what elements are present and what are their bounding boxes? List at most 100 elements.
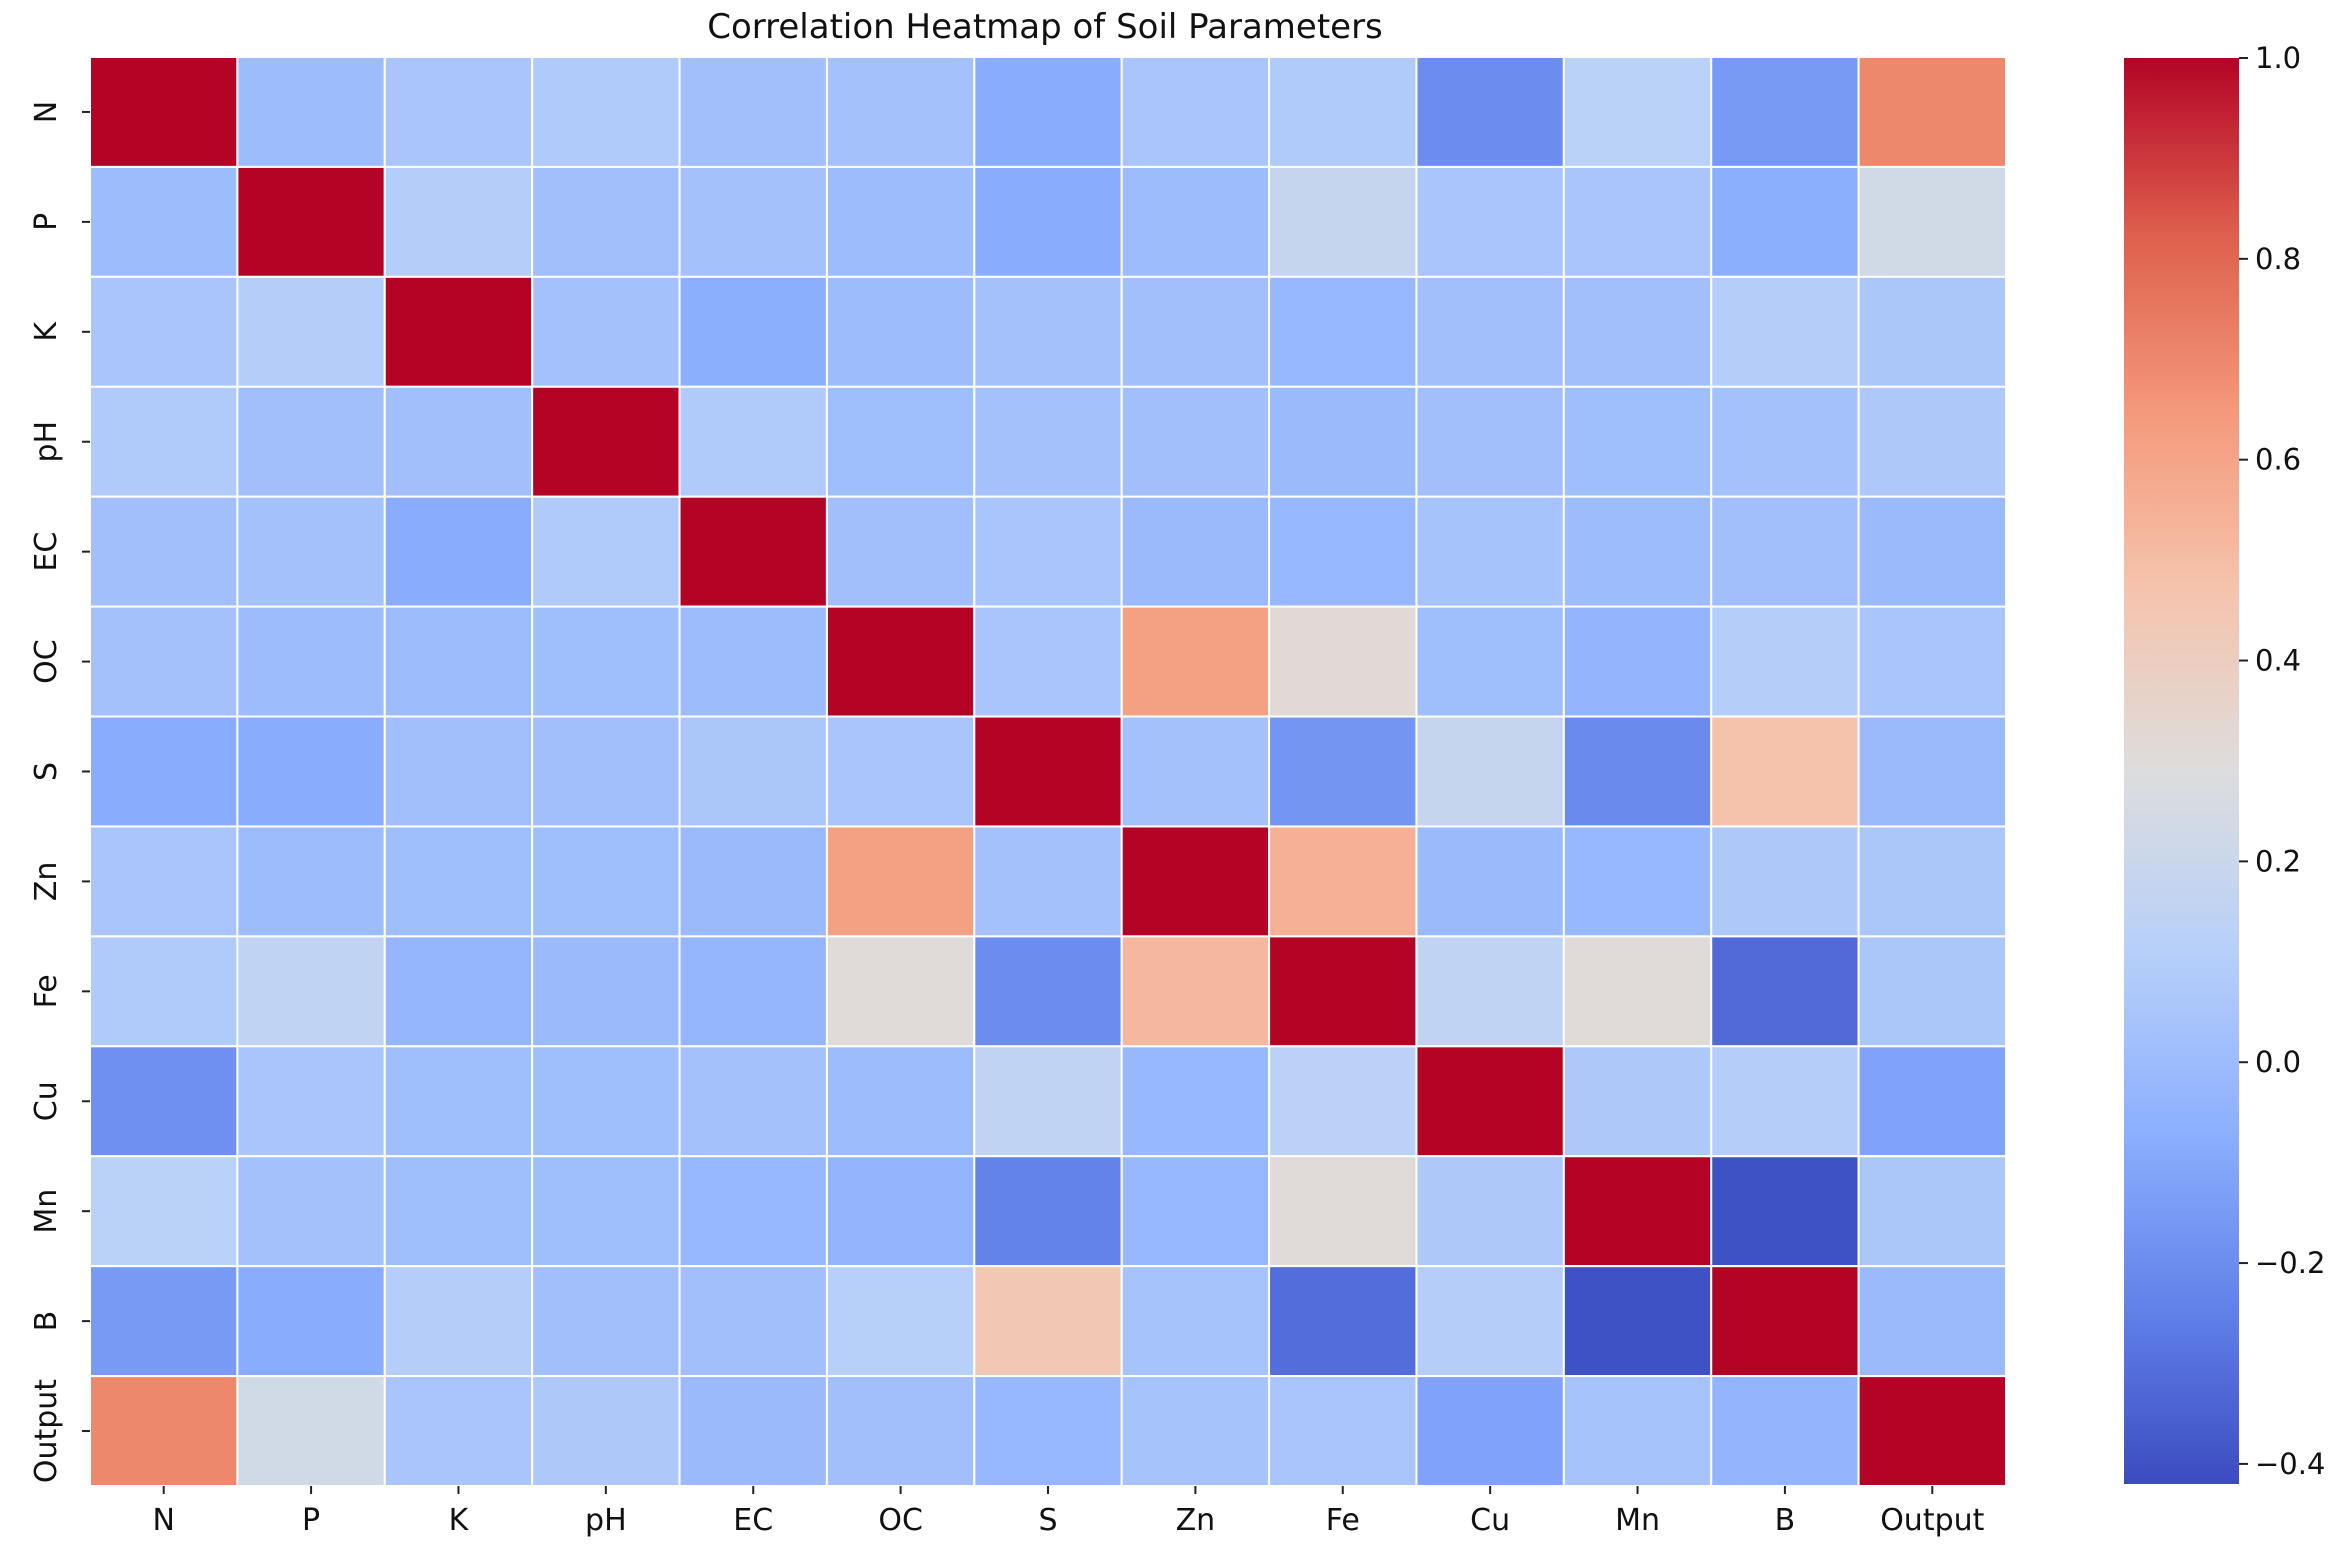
heatmap-cell-Output-Mn <box>1562 1375 1713 1487</box>
colorbar-ticks: 1.0 0.8 0.6 0.4 0.2 0.0 −0.2 −0.4 <box>2239 41 2325 1481</box>
x-tick-label: Mn <box>1615 1503 1660 1538</box>
heatmap-cell-B-Mn <box>1562 1265 1713 1378</box>
heatmap-cell-K-Mn <box>1562 275 1713 388</box>
heatmap-cell-Cu-pH <box>531 1045 681 1158</box>
heatmap-cell-OC-P <box>236 605 386 718</box>
heatmap-cell-Mn-Mn <box>1562 1155 1713 1268</box>
heatmap-cell-Cu-S <box>973 1045 1123 1158</box>
heatmap-cell-B-OC <box>825 1265 976 1378</box>
heatmap-cell-S-K <box>383 715 534 828</box>
heatmap-cell-Mn-B <box>1710 1155 1860 1268</box>
heatmap-cell-Fe-S <box>973 935 1123 1048</box>
heatmap-cell-Mn-EC <box>678 1155 828 1268</box>
x-tick-label: P <box>302 1503 320 1538</box>
colorbar-tick-label: 1.0 <box>2255 41 2301 75</box>
y-tick-label: Zn <box>29 862 64 902</box>
heatmap-cell-Output-Fe <box>1268 1375 1418 1487</box>
heatmap-cell-N-OC <box>825 56 976 168</box>
heatmap-cell-K-OC <box>825 275 976 388</box>
heatmap-cell-Fe-N <box>89 935 239 1048</box>
x-tick-label: K <box>449 1503 470 1538</box>
heatmap-cell-N-Cu <box>1415 56 1565 168</box>
heatmap-cell-Zn-OC <box>825 825 976 938</box>
heatmap-cell-B-Cu <box>1415 1265 1565 1378</box>
heatmap-cell-Output-OC <box>825 1375 976 1487</box>
y-tick-label: EC <box>29 532 64 572</box>
heatmap-cell-pH-Mn <box>1562 385 1713 498</box>
heatmap-cell-Fe-Mn <box>1562 935 1713 1048</box>
heatmap-cell-P-OC <box>825 165 976 278</box>
y-tick-label: S <box>29 762 64 781</box>
heatmap-cell-Cu-B <box>1710 1045 1860 1158</box>
heatmap-cell-B-K <box>383 1265 534 1378</box>
heatmap-cell-pH-Zn <box>1120 385 1271 498</box>
y-tick-label: OC <box>29 639 64 684</box>
heatmap-cell-Fe-OC <box>825 935 976 1048</box>
heatmap-cell-Cu-Zn <box>1120 1045 1271 1158</box>
heatmap-cell-Fe-Fe <box>1268 935 1418 1048</box>
heatmap-cell-P-Mn <box>1562 165 1713 278</box>
heatmap-cell-S-Zn <box>1120 715 1271 828</box>
heatmap-cell-S-S <box>973 715 1123 828</box>
heatmap-cell-pH-Output <box>1857 385 2007 498</box>
heatmap-cell-Cu-Fe <box>1268 1045 1418 1158</box>
heatmap-cell-Zn-B <box>1710 825 1860 938</box>
heatmap-cell-pH-N <box>89 385 239 498</box>
heatmap-cell-Mn-S <box>973 1155 1123 1268</box>
heatmap-cell-P-N <box>89 165 239 278</box>
x-tick-label: Zn <box>1176 1503 1216 1538</box>
heatmap-cell-Zn-Cu <box>1415 825 1565 938</box>
heatmap-cell-Zn-N <box>89 825 239 938</box>
heatmap-cell-S-Fe <box>1268 715 1418 828</box>
heatmap-cell-S-P <box>236 715 386 828</box>
heatmap-cell-EC-S <box>973 495 1123 608</box>
heatmap-cell-K-N <box>89 275 239 388</box>
heatmap-cell-B-N <box>89 1265 239 1378</box>
heatmap-cell-N-pH <box>531 56 681 168</box>
heatmap-cell-N-Zn <box>1120 56 1271 168</box>
heatmap-cell-OC-Mn <box>1562 605 1713 718</box>
heatmap-cell-OC-Cu <box>1415 605 1565 718</box>
heatmap-cell-K-EC <box>678 275 828 388</box>
heatmap-cell-Cu-P <box>236 1045 386 1158</box>
heatmap-cell-pH-P <box>236 385 386 498</box>
colorbar <box>2124 58 2239 1484</box>
heatmap-cell-Output-Output <box>1857 1375 2007 1487</box>
heatmap-cell-N-Output <box>1857 56 2007 168</box>
heatmap-cell-B-B <box>1710 1265 1860 1378</box>
x-tick-label: EC <box>733 1503 773 1538</box>
heatmap-cell-B-Fe <box>1268 1265 1418 1378</box>
heatmap-cell-pH-S <box>973 385 1123 498</box>
y-tick-label: Output <box>29 1379 64 1483</box>
x-tick-label: S <box>1038 1503 1057 1538</box>
heatmap-cell-Output-P <box>236 1375 386 1487</box>
heatmap-cell-OC-EC <box>678 605 828 718</box>
heatmap-cell-EC-N <box>89 495 239 608</box>
heatmap-cell-S-N <box>89 715 239 828</box>
heatmap-cell-Cu-Output <box>1857 1045 2007 1158</box>
heatmap-cell-Mn-K <box>383 1155 534 1268</box>
heatmap-cell-Zn-S <box>973 825 1123 938</box>
heatmap-cell-P-Zn <box>1120 165 1271 278</box>
heatmap-cell-P-S <box>973 165 1123 278</box>
heatmap-cell-Fe-pH <box>531 935 681 1048</box>
colorbar-tick-label: 0.8 <box>2255 242 2301 276</box>
x-tick-label: Fe <box>1326 1503 1360 1538</box>
heatmap-cell-Output-B <box>1710 1375 1860 1487</box>
heatmap-cell-Zn-P <box>236 825 386 938</box>
heatmap-cell-OC-Output <box>1857 605 2007 718</box>
heatmap-cell-EC-EC <box>678 495 828 608</box>
heatmap-cell-Fe-Output <box>1857 935 2007 1048</box>
heatmap-cell-P-EC <box>678 165 828 278</box>
heatmap-cell-Mn-Output <box>1857 1155 2007 1268</box>
heatmap-cell-B-pH <box>531 1265 681 1378</box>
heatmap-cell-pH-OC <box>825 385 976 498</box>
x-tick-label: N <box>152 1503 174 1538</box>
heatmap-cell-Zn-EC <box>678 825 828 938</box>
heatmap-cell-Fe-P <box>236 935 386 1048</box>
heatmap-cell-S-pH <box>531 715 681 828</box>
heatmap-cell-Mn-N <box>89 1155 239 1268</box>
heatmap-cell-OC-S <box>973 605 1123 718</box>
heatmap-cell-N-Mn <box>1562 56 1713 168</box>
